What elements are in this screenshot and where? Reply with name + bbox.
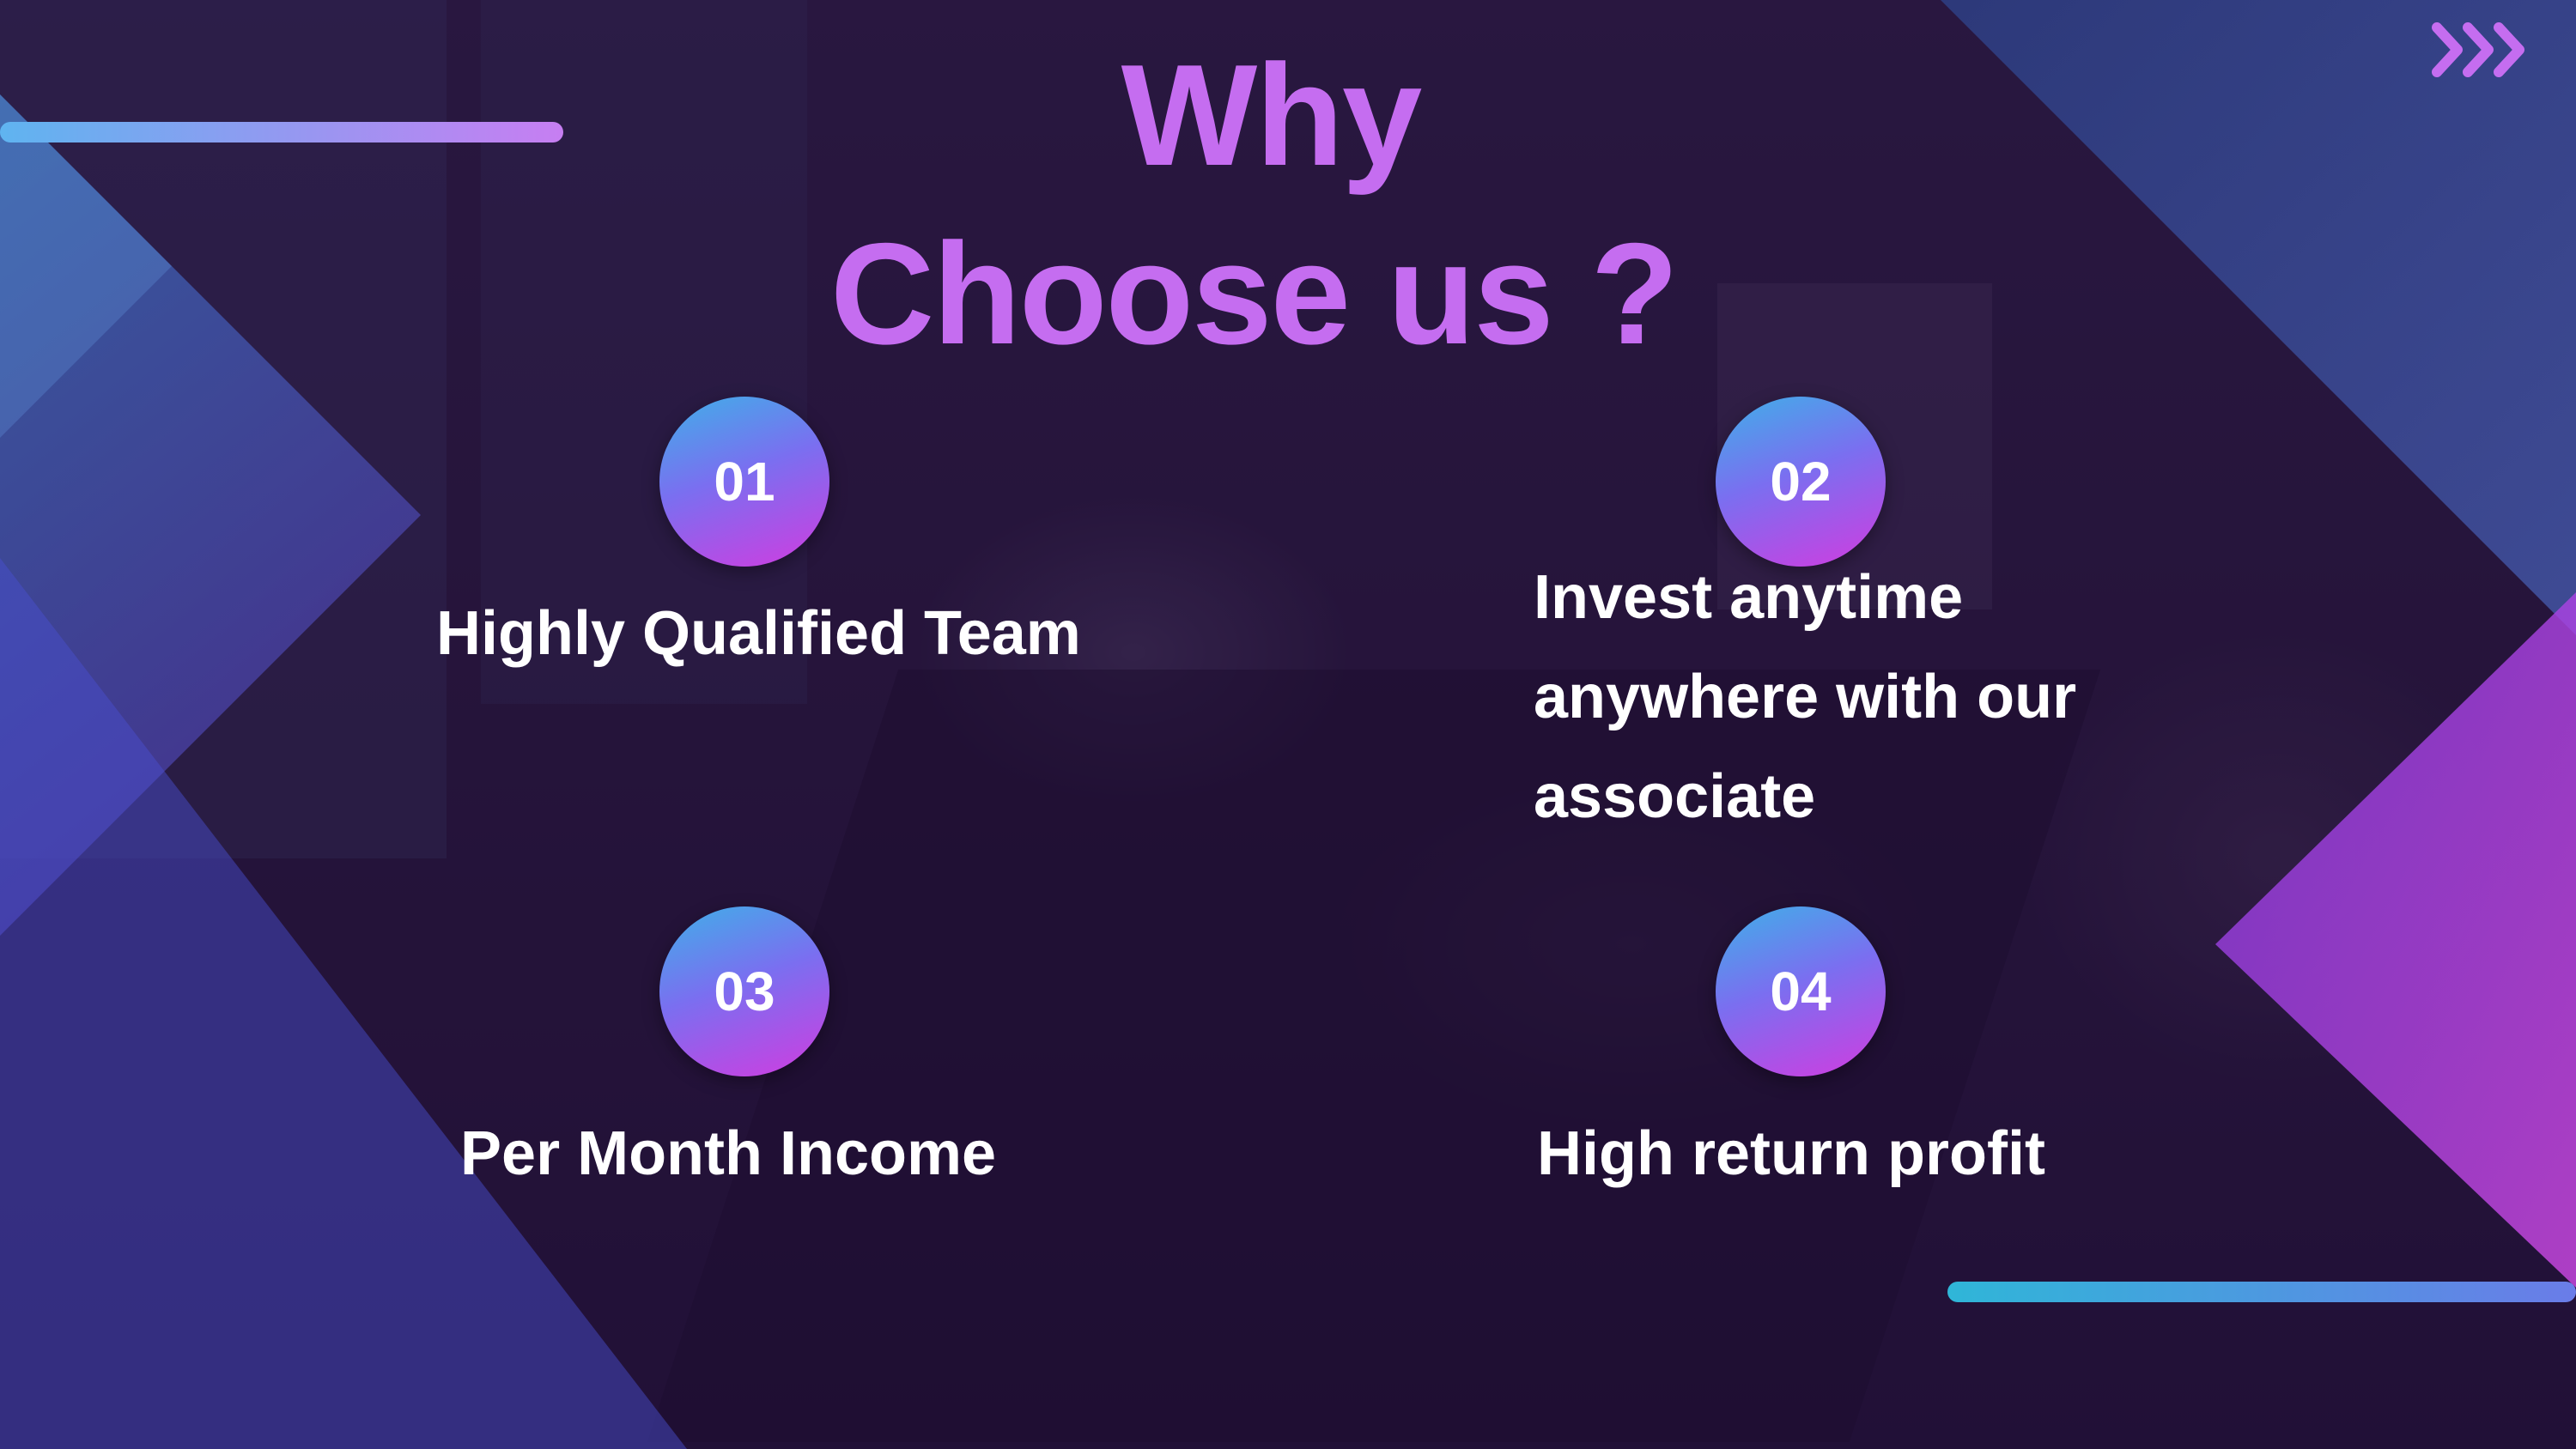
feature-number-badge: 01: [659, 397, 829, 567]
feature-number-badge: 02: [1716, 397, 1886, 567]
feature-text: Highly Qualified Team: [436, 599, 1081, 668]
feature-text: Per Month Income: [460, 1119, 997, 1188]
feature-text: Invest anytime anywhere with our associa…: [1534, 563, 2077, 831]
feature-text: High return profit: [1537, 1119, 2045, 1188]
title-line-1: Why: [1121, 34, 1423, 196]
feature-number-badge: 03: [659, 906, 829, 1076]
left-triangle-shape: [0, 94, 687, 1449]
top-accent-line: [0, 122, 563, 142]
title-line-2: Choose us ?: [829, 213, 1679, 374]
right-triangle-shape: [1941, 0, 2576, 1288]
bottom-accent-line: [1947, 1282, 2576, 1302]
triple-chevron-right-icon: [2432, 22, 2524, 77]
feature-number-badge: 04: [1716, 906, 1886, 1076]
